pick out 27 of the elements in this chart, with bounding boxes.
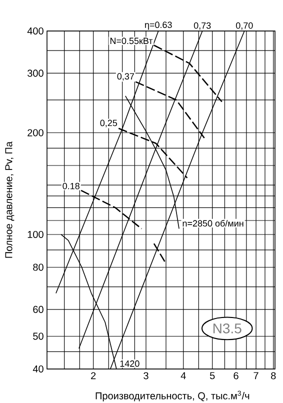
x-tick-label: 2 bbox=[91, 372, 96, 380]
y-tick-label: 40 bbox=[32, 365, 44, 373]
y-tick-label: 60 bbox=[33, 306, 44, 314]
y-tick-label: 100 bbox=[28, 230, 44, 238]
y-tick-label: 400 bbox=[27, 27, 44, 35]
series-label: η=0.63 bbox=[144, 22, 172, 30]
annotation: N3.5 bbox=[213, 323, 242, 334]
series-label: 0,70 bbox=[236, 22, 253, 30]
y-tick-label: 300 bbox=[27, 70, 44, 77]
y-tick-label: 80 bbox=[33, 264, 44, 271]
x-tick-label: 6 bbox=[234, 372, 238, 380]
series-label: 1420 bbox=[120, 360, 140, 367]
y-tick-label: 200 bbox=[28, 129, 44, 136]
x-tick-label: 8 bbox=[271, 372, 276, 380]
y-axis-title: Полное давление, Pv, Па bbox=[5, 141, 14, 258]
x-tick-label: 7 bbox=[254, 372, 258, 380]
series-label: n=2850 об/мин bbox=[182, 220, 244, 227]
series-label: N=0.55кВт bbox=[110, 38, 153, 44]
series-label: 0,73 bbox=[194, 22, 211, 30]
x-tick-label: 4 bbox=[180, 372, 186, 380]
y-tick-label: 50 bbox=[33, 332, 44, 340]
x-tick-label: 3 bbox=[144, 372, 148, 380]
x-axis-title: Производительность, Q, тыс.м$^{3}$/ч bbox=[96, 390, 250, 402]
series-label: 0,25 bbox=[100, 120, 118, 128]
x-tick-label: 5 bbox=[210, 372, 215, 380]
series-label: 0.18 bbox=[62, 182, 80, 190]
series-label: 0,37 bbox=[117, 73, 134, 81]
